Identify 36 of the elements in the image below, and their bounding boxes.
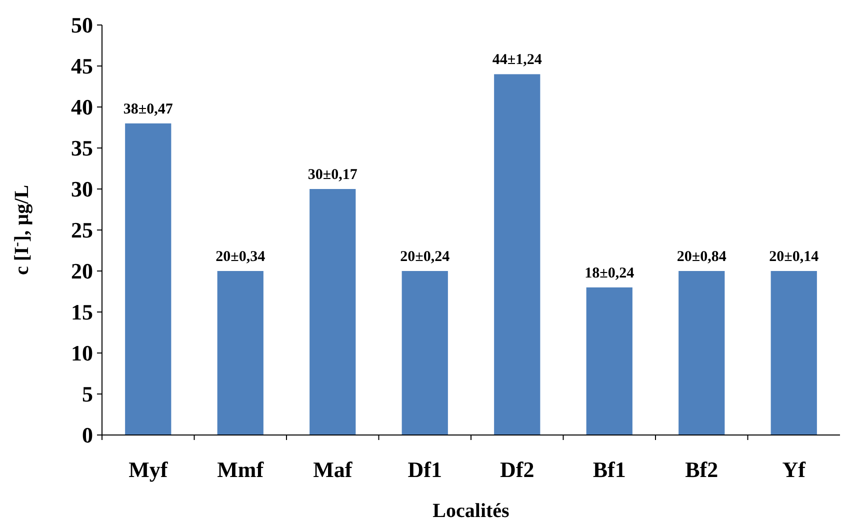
bar xyxy=(125,123,172,435)
x-tick-label: Maf xyxy=(313,457,353,482)
data-label: 30±0,17 xyxy=(308,167,358,183)
bar xyxy=(770,271,817,435)
bar xyxy=(678,271,725,435)
x-tick-label: Yf xyxy=(782,457,806,482)
y-tick-label: 0 xyxy=(82,422,93,448)
x-tick-label: Mmf xyxy=(217,457,264,482)
data-label: 38±0,47 xyxy=(123,101,174,118)
x-tick-label: Bf1 xyxy=(592,457,626,482)
y-tick-label: 40 xyxy=(71,94,93,120)
data-label: 20±0,14 xyxy=(769,249,820,265)
y-tick-label: 10 xyxy=(71,340,93,366)
y-tick-label: 50 xyxy=(71,12,93,38)
data-label: 20±0,24 xyxy=(400,249,450,265)
bar xyxy=(586,287,632,435)
data-label: 20±0,84 xyxy=(676,249,727,265)
bar xyxy=(402,271,448,435)
data-label: 20±0,34 xyxy=(216,249,266,265)
x-axis-title: Localités xyxy=(432,500,510,522)
data-label: 44±1,24 xyxy=(492,52,542,68)
bar xyxy=(217,271,264,435)
bar xyxy=(310,189,356,435)
data-label: 18±0,24 xyxy=(584,265,635,282)
y-tick-label: 25 xyxy=(71,218,93,243)
x-tick-label: Df2 xyxy=(500,457,534,482)
bar xyxy=(494,74,540,435)
x-tick-label: Myf xyxy=(128,457,168,482)
y-tick-label: 5 xyxy=(82,382,93,407)
y-tick-label: 45 xyxy=(71,54,93,79)
y-tick-label: 35 xyxy=(71,136,93,161)
y-tick-label: 20 xyxy=(71,258,93,284)
x-tick-label: Bf2 xyxy=(685,457,718,482)
x-tick-label: Df1 xyxy=(408,457,442,482)
y-tick-label: 15 xyxy=(71,300,93,325)
y-tick-label: 30 xyxy=(71,176,93,202)
